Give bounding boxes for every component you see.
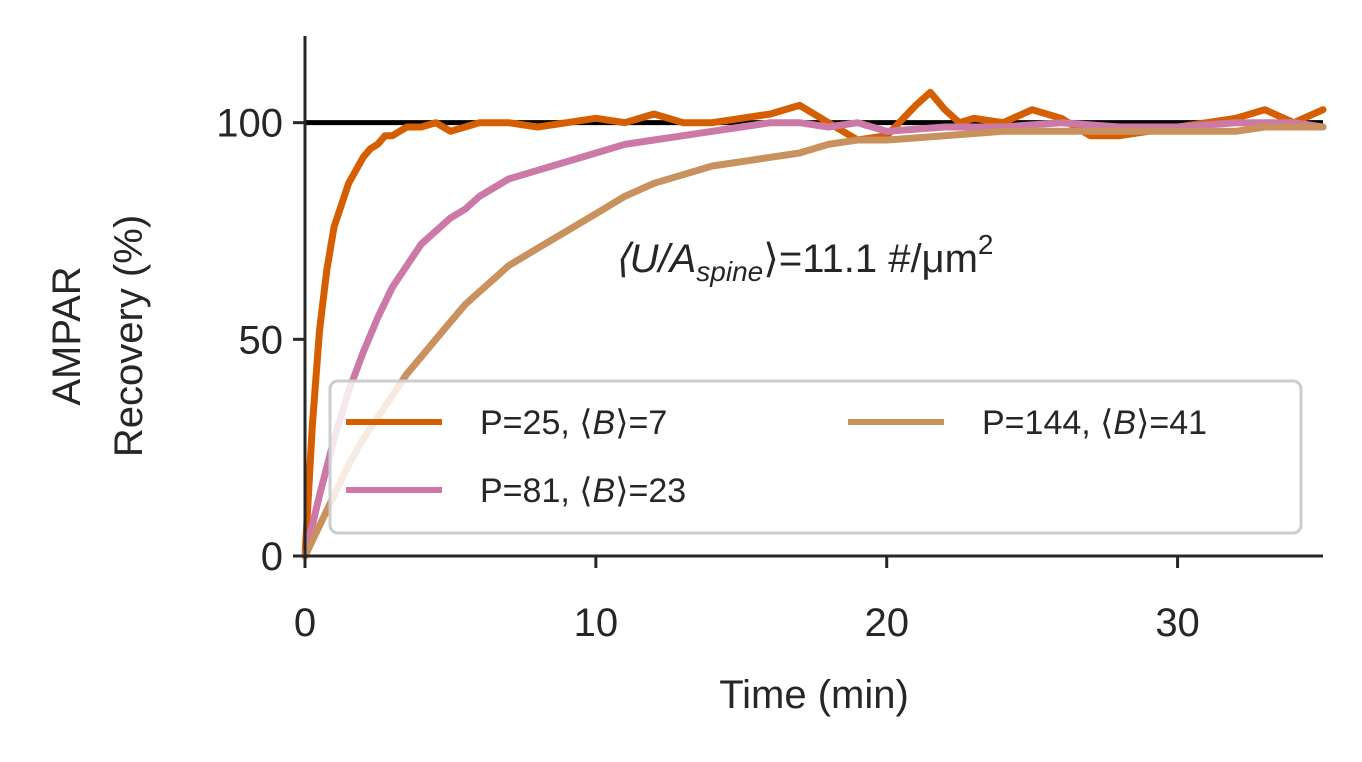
y-axis-title: AMPAR Recovery (%) [45, 215, 151, 457]
x-tick-label: 10 [574, 601, 619, 645]
annotation-subscript: spine [696, 256, 763, 287]
legend: P=25, ⟨B⟩=7 P=81, ⟨B⟩=23 P=144, ⟨B⟩=41 [328, 379, 1303, 535]
y-tick-label: 50 [239, 318, 284, 362]
x-axis-title: Time (min) [719, 673, 909, 717]
legend-label-series-1-suffix: ⟩=7 [615, 404, 667, 442]
x-tick-label: 0 [294, 601, 316, 645]
legend-label-series-2: P=81, ⟨B⟩=23 [480, 472, 686, 510]
legend-label-series-3-var: B [1113, 404, 1136, 442]
axis-ticks: 0 10 20 30 0 50 100 [216, 102, 1200, 645]
annotation-prefix: ⟨U/A [614, 237, 696, 281]
legend-label-series-2-var: B [593, 472, 616, 510]
legend-label-series-3-prefix: P=144, ⟨ [982, 404, 1113, 442]
y-tick-label: 100 [216, 102, 283, 146]
x-tick-label: 20 [864, 601, 909, 645]
legend-label-series-2-prefix: P=81, ⟨ [480, 472, 593, 510]
legend-label-series-1-var: B [593, 404, 616, 442]
series-line-2 [301, 119, 1327, 560]
density-annotation: ⟨U/Aspine⟩=11.1 #/μm2 [614, 229, 994, 287]
y-tick-label: 0 [261, 535, 283, 579]
x-tick-label: 30 [1155, 601, 1200, 645]
legend-label-series-1: P=25, ⟨B⟩=7 [480, 404, 667, 442]
legend-frame [328, 379, 1303, 535]
y-axis-title-line-2: Recovery (%) [107, 215, 151, 457]
legend-label-series-3: P=144, ⟨B⟩=41 [982, 404, 1207, 442]
annotation-middle: ⟩=11.1 #/μm [763, 237, 978, 281]
annotation-superscript: 2 [978, 229, 994, 260]
y-axis-title-line-1: AMPAR [45, 266, 89, 405]
legend-label-series-3-suffix: ⟩=41 [1136, 404, 1207, 442]
legend-label-series-1-prefix: P=25, ⟨ [480, 404, 593, 442]
legend-label-series-2-suffix: ⟩=23 [615, 472, 686, 510]
